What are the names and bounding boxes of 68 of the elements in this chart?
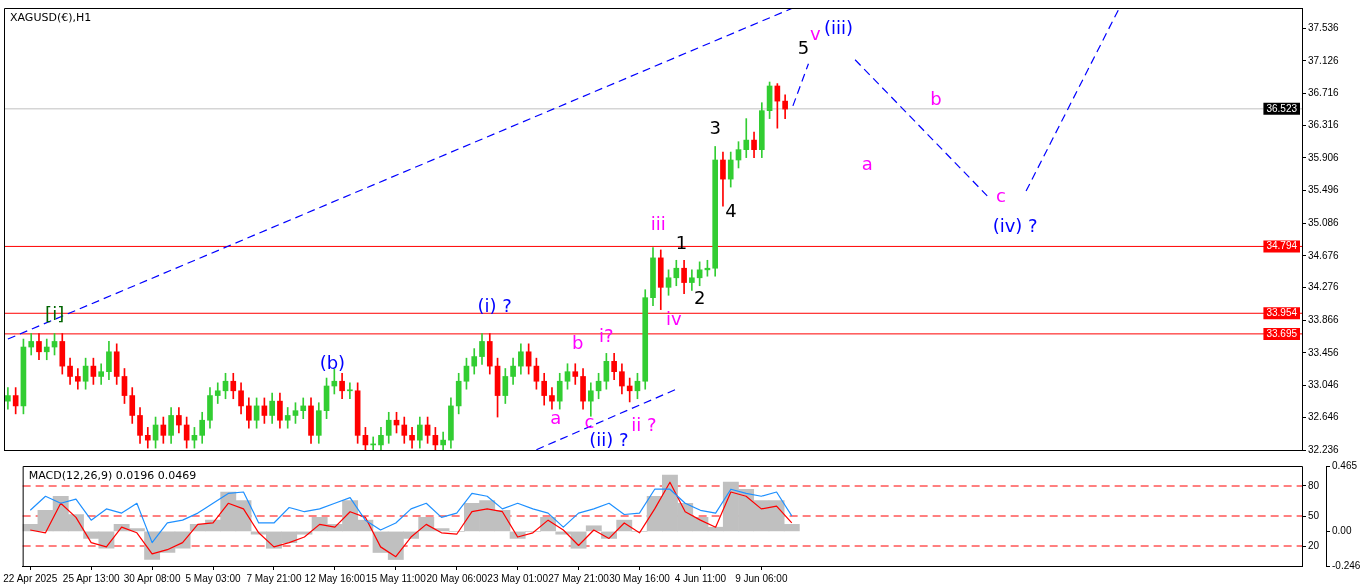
y-tick-label: 35.496 <box>1308 184 1340 196</box>
candlestick <box>43 338 50 361</box>
y-tick-label: 37.126 <box>1308 54 1340 66</box>
annotation: 5 <box>797 37 810 59</box>
chart-title: MACD(12,26,9) 0.0196 0.0469 <box>28 469 197 483</box>
y-tick-label: -0.246 <box>1332 559 1361 571</box>
candlestick <box>743 118 750 158</box>
annotation: 4 <box>725 200 737 222</box>
candlestick <box>75 368 81 390</box>
annotation: v <box>809 23 821 45</box>
y2-tick-label: 20 <box>1308 539 1320 551</box>
annotation: (i) ? <box>477 294 512 316</box>
x-tick-label: 9 Jun 06:00 <box>735 572 788 584</box>
y-tick-label: 33.456 <box>1308 346 1340 358</box>
candlestick <box>626 377 633 403</box>
x-tick-label: 20 May 06:00 <box>426 572 488 584</box>
annotation: b <box>572 332 584 354</box>
candlestick <box>284 407 291 429</box>
x-tick-label: 15 May 11:00 <box>365 572 427 584</box>
candlestick <box>144 427 151 449</box>
y-tick-label: 32.236 <box>1308 443 1340 455</box>
y-tick-label: 36.316 <box>1308 119 1340 131</box>
annotation: ii ? <box>631 414 657 436</box>
ref-line-label: 36.523 <box>1266 102 1298 114</box>
y-tick-label: 37.536 <box>1308 21 1340 33</box>
annotation: a <box>861 153 873 175</box>
annotation: (iv) ? <box>992 215 1038 237</box>
y-tick-label: 34.276 <box>1308 281 1340 293</box>
candlestick <box>98 363 104 385</box>
ref-line-label: 34.794 <box>1266 240 1298 252</box>
x-tick-label: 4 Jun 11:00 <box>674 572 727 584</box>
x-tick-label: 27 May 21:00 <box>548 572 610 584</box>
x-tick-label: 25 Apr 13:00 <box>62 572 120 584</box>
candlestick <box>347 382 353 400</box>
y-tick-label: 33.046 <box>1308 379 1340 391</box>
y-tick-label: 33.866 <box>1308 314 1340 326</box>
x-tick-label: 22 Apr 2025 <box>3 572 58 584</box>
x-tick-label: 12 May 16:00 <box>304 572 366 584</box>
y-tick-label: 35.086 <box>1308 216 1340 228</box>
y-tick-label: 0.00 <box>1332 525 1352 537</box>
candlestick <box>689 269 695 291</box>
y-tick-label: 0.465 <box>1332 459 1358 471</box>
annotation: iii <box>650 213 666 235</box>
annotation: a <box>550 407 562 429</box>
annotation: b <box>930 88 942 110</box>
x-tick-label: 30 May 16:00 <box>609 572 671 584</box>
y-tick-label: 32.646 <box>1308 411 1340 423</box>
annotation: c <box>995 184 1006 206</box>
annotation: 3 <box>709 116 722 138</box>
y2-tick-label: 50 <box>1308 509 1320 521</box>
candlestick <box>572 363 579 385</box>
ref-line-label: 33.954 <box>1266 307 1298 319</box>
x-tick-label: 23 May 01:00 <box>487 572 549 584</box>
candlestick <box>409 427 415 449</box>
x-tick-label: 5 May 03:00 <box>185 572 241 584</box>
y-tick-label: 35.906 <box>1308 151 1340 163</box>
ref-line-label: 33.695 <box>1266 327 1298 339</box>
chart-title: XAGUSD(€),H1 <box>10 11 92 25</box>
x-tick-label: 7 May 21:00 <box>246 572 302 584</box>
y-tick-label: 34.676 <box>1308 249 1340 261</box>
y-tick-label: 36.716 <box>1308 87 1340 99</box>
x-tick-label: 30 Apr 08:00 <box>123 572 181 584</box>
annotation: iv <box>665 307 682 329</box>
annotation: (b) <box>319 351 346 373</box>
y2-tick-label: 80 <box>1308 479 1320 491</box>
annotation: 2 <box>694 286 706 308</box>
candlestick <box>300 397 307 419</box>
annotation: (iii) <box>824 17 854 39</box>
